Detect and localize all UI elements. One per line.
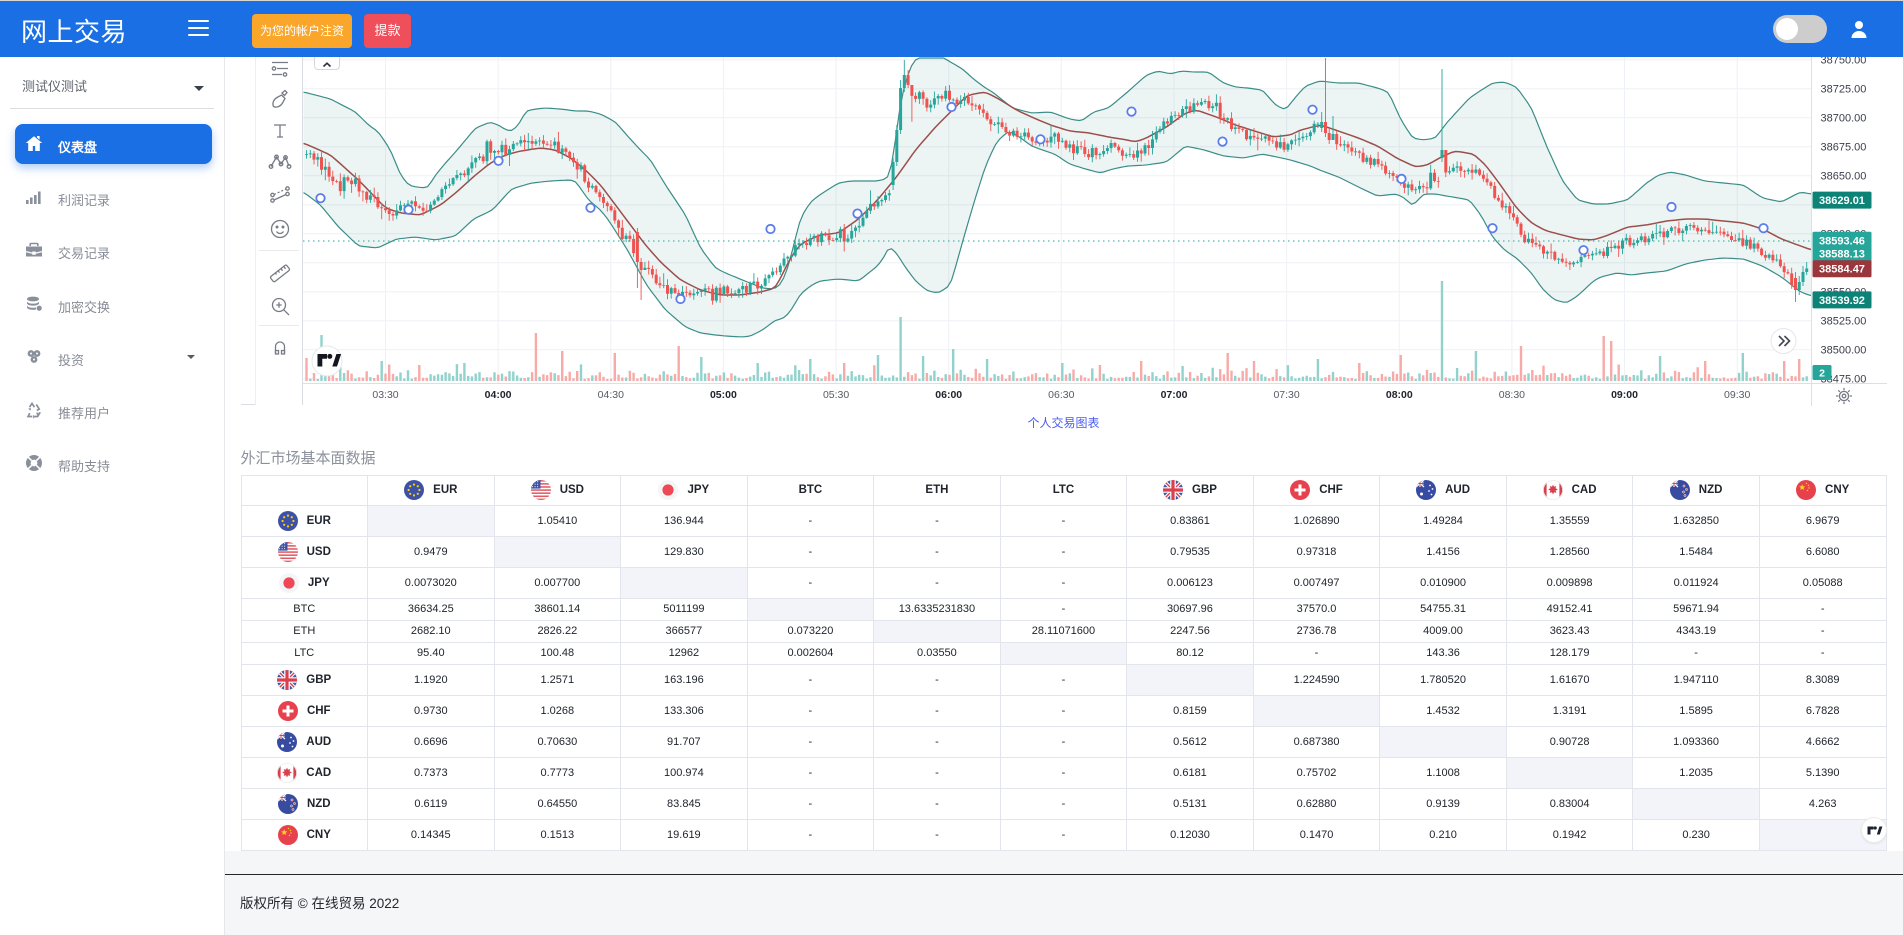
svg-text:38584.47: 38584.47 xyxy=(1819,264,1865,276)
svg-text:38750.00: 38750.00 xyxy=(1820,57,1866,66)
svg-text:08:30: 08:30 xyxy=(1498,389,1524,401)
svg-text:38700.00: 38700.00 xyxy=(1820,112,1866,124)
svg-text:38650.00: 38650.00 xyxy=(1820,170,1866,182)
svg-text:38500.00: 38500.00 xyxy=(1820,344,1866,356)
svg-text:06:30: 06:30 xyxy=(1048,389,1074,401)
svg-text:08:00: 08:00 xyxy=(1385,389,1412,401)
svg-text:38588.13: 38588.13 xyxy=(1819,248,1865,260)
svg-text:38675.00: 38675.00 xyxy=(1820,141,1866,153)
svg-text:05:00: 05:00 xyxy=(709,389,736,401)
svg-text:04:00: 04:00 xyxy=(484,389,511,401)
svg-text:04:30: 04:30 xyxy=(597,389,623,401)
svg-text:07:00: 07:00 xyxy=(1160,389,1187,401)
svg-text:06:00: 06:00 xyxy=(935,389,962,401)
svg-text:38539.92: 38539.92 xyxy=(1819,295,1865,307)
svg-text:38593.46: 38593.46 xyxy=(1819,235,1865,247)
svg-text:09:00: 09:00 xyxy=(1611,389,1638,401)
svg-text:38475.00: 38475.00 xyxy=(1820,373,1866,385)
svg-text:09:30: 09:30 xyxy=(1724,389,1750,401)
svg-text:38629.01: 38629.01 xyxy=(1819,195,1865,207)
svg-text:2: 2 xyxy=(1819,368,1825,380)
svg-text:38725.00: 38725.00 xyxy=(1820,83,1866,95)
svg-text:38525.00: 38525.00 xyxy=(1820,315,1866,327)
svg-text:03:30: 03:30 xyxy=(372,389,398,401)
svg-text:07:30: 07:30 xyxy=(1273,389,1299,401)
svg-text:05:30: 05:30 xyxy=(822,389,848,401)
